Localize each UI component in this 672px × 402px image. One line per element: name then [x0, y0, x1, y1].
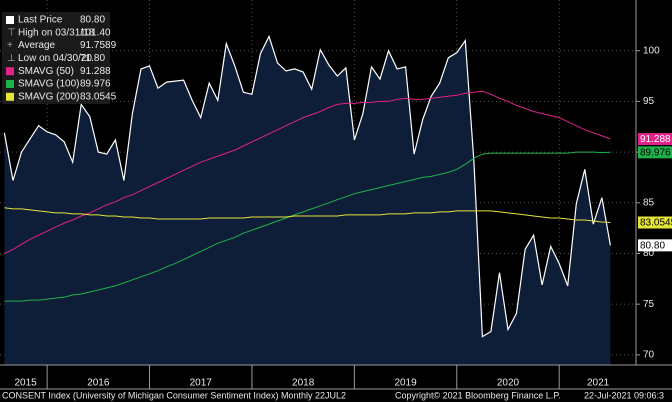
legend-label: Last Price	[18, 15, 63, 26]
x-tick-label: 2017	[190, 378, 213, 389]
plot-area	[0, 0, 636, 365]
area	[4, 36, 611, 365]
legend-label: SMAVG (100)	[18, 79, 80, 90]
last-value-label: 89.976	[640, 147, 671, 158]
line	[4, 207, 611, 223]
legend-symbol: ⊤	[7, 27, 16, 38]
legend-swatch	[6, 67, 14, 76]
y-tick-label: 80	[643, 248, 655, 259]
line	[4, 151, 611, 302]
x-tick-label: 2020	[497, 378, 520, 389]
legend-value: 89.976	[80, 79, 111, 90]
footer-source: CONSENT Index (University of Michigan Co…	[2, 390, 346, 400]
last-value-label: 91.288	[640, 134, 671, 145]
last-value-box	[638, 216, 672, 229]
x-tick-label: 2016	[87, 378, 110, 389]
legend-label: Average	[18, 40, 56, 51]
last-value-box	[638, 133, 672, 146]
legend-swatch	[6, 16, 14, 24]
footer-date: 22-Jul-2021 09:06:3	[584, 390, 664, 400]
y-tick-label: 85	[643, 197, 655, 208]
legend-swatch	[6, 92, 14, 101]
x-tick-label: 2015	[14, 378, 37, 389]
last-value-box	[638, 239, 672, 252]
legend-value: 83.0545	[80, 91, 117, 102]
footer-copyright: Copyright© 2021 Bloomberg Finance L.P.	[395, 390, 561, 400]
legend-label: SMAVG (50)	[18, 66, 74, 77]
legend-box	[2, 12, 110, 104]
legend-label: Low on 04/30/20	[18, 53, 92, 64]
legend-symbol: +	[7, 40, 13, 51]
legend-label: SMAVG (200)	[18, 91, 80, 102]
x-tick-label: 2018	[292, 378, 315, 389]
line	[4, 90, 611, 254]
y-tick-label: 95	[643, 96, 655, 107]
legend-swatch	[6, 80, 14, 88]
legend-value: 91.7589	[80, 40, 117, 51]
legend-value: 101.40	[80, 27, 111, 38]
y-tick-label: 75	[643, 299, 655, 310]
legend-value: 80.80	[80, 15, 105, 26]
legend-value: 91.288	[80, 66, 111, 77]
last-value-label: 80.80	[640, 241, 665, 252]
legend-value: 71.80	[80, 53, 105, 64]
line	[3, 34, 611, 338]
legend-symbol: ⊥	[7, 53, 16, 64]
x-tick-label: 2021	[587, 378, 610, 389]
y-tick-label: 100	[643, 45, 660, 56]
x-tick-label: 2019	[394, 378, 417, 389]
legend-label: High on 03/31/18	[18, 27, 95, 38]
last-value-box	[638, 146, 672, 159]
y-tick-label: 70	[643, 350, 655, 361]
last-value-label: 83.0545	[640, 218, 672, 229]
